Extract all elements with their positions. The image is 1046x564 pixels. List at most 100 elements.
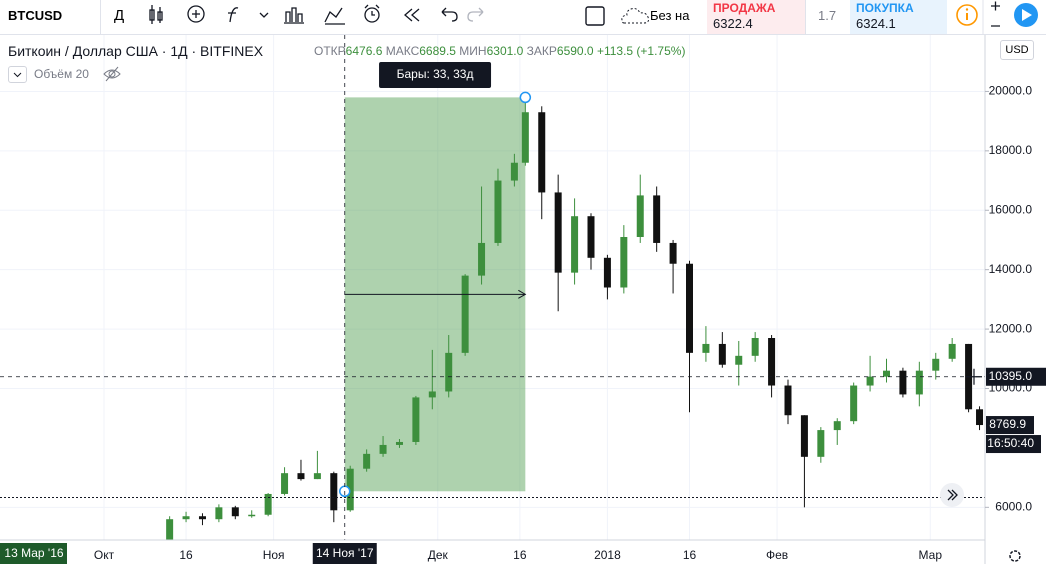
x-tick-label: Окт [94, 548, 115, 562]
templates-icon[interactable] [284, 7, 304, 24]
y-tick-label: 12000.0 [989, 321, 1033, 335]
separator [100, 0, 101, 34]
candle-body [395, 441, 403, 445]
x-tick-label: Дек [428, 548, 449, 562]
x-tick-label: Фев [766, 548, 788, 562]
hide-icon[interactable] [102, 65, 122, 83]
x-tick-label: 16 [513, 548, 527, 562]
candle-body [445, 352, 453, 392]
candle-body [932, 358, 940, 371]
candle-body [653, 195, 661, 243]
candle-body [976, 409, 984, 426]
sell-button[interactable]: ПРОДАЖА 6322.4 [707, 0, 806, 34]
y-tick-label: 20000.0 [989, 84, 1033, 98]
y-tick-label: 16000.0 [989, 202, 1033, 216]
sell-price: 6322.4 [713, 16, 753, 31]
settings-icon[interactable] [1009, 550, 1021, 562]
candle-body [603, 257, 611, 288]
scroll-right-button[interactable] [940, 483, 964, 507]
candle-body [587, 216, 595, 258]
info-icon[interactable] [956, 4, 978, 26]
y-tick-label: 18000.0 [989, 143, 1033, 157]
add-icon[interactable] [187, 5, 205, 23]
zoom-buttons[interactable] [991, 1, 1000, 27]
time-axis-bg [0, 540, 1046, 564]
last-price-bg [986, 416, 1034, 435]
candle-body [948, 343, 956, 359]
candle-body [346, 468, 354, 511]
sell-label: ПРОДАЖА [713, 1, 776, 15]
buy-price: 6324.1 [856, 16, 896, 31]
candle-body [554, 192, 562, 273]
candle-body [313, 473, 321, 480]
candle-body [620, 237, 628, 288]
candle-body [915, 370, 923, 395]
crosshair-date-bg [312, 543, 377, 564]
left-date-bg [0, 543, 67, 564]
currency-button[interactable]: USD [1000, 40, 1034, 60]
overlay: 6000.010000.012000.014000.016000.018000.… [0, 35, 1046, 564]
y-tick-label: 14000.0 [989, 262, 1033, 276]
candle-body [166, 519, 174, 540]
compare-label[interactable]: Без на [650, 8, 690, 23]
candle-body [297, 473, 305, 480]
candle-body [182, 516, 190, 520]
toolbar: BTCUSD Д Без на ПРОДАЖА 6322.4 1.7 ПОКУП… [0, 0, 1046, 35]
candle-body [702, 343, 710, 353]
checkbox[interactable] [585, 6, 605, 26]
cloud-icon[interactable] [621, 8, 649, 24]
compare-icon[interactable] [324, 7, 345, 25]
ohlc-legend: ОТКР6476.6 МАКС6689.5 МИН6301.0 ЗАКР6590… [314, 44, 685, 58]
x-tick-label: Мар [919, 548, 943, 562]
candle-body [751, 338, 759, 356]
open-label: ОТКР [314, 44, 346, 58]
candle-body [850, 385, 858, 422]
low-label: МИН [459, 44, 487, 58]
candle-body [478, 242, 486, 276]
tool-icons [149, 4, 484, 25]
candle-body [686, 263, 693, 353]
measure-handle [519, 91, 532, 104]
measure-arrowhead [518, 289, 527, 299]
candle-body [571, 216, 579, 273]
measure-label: Бары: 33, 33д [397, 67, 474, 81]
candle-body [521, 112, 529, 163]
candles-icon[interactable] [149, 5, 163, 24]
candle-body [669, 242, 677, 264]
candle-body [768, 338, 776, 386]
crosshair-cursor [966, 368, 982, 385]
collapse-button[interactable] [8, 66, 27, 83]
crosshair-date: 14 Ноя '17 [316, 546, 374, 560]
candle-body [428, 391, 436, 398]
undo-icon[interactable] [441, 7, 458, 22]
candle-body [231, 507, 239, 517]
replay-icon[interactable] [404, 8, 420, 22]
interval[interactable]: Д [114, 7, 125, 24]
indicators-icon[interactable] [228, 7, 269, 23]
candle-body [883, 370, 890, 377]
candle-body [899, 370, 907, 395]
low-value: 6301.0 [486, 44, 524, 58]
spread: 1.7 [818, 8, 837, 23]
y-tick-label: 6000.0 [995, 499, 1032, 513]
close-label: ЗАКР [526, 44, 557, 58]
candle-body [718, 343, 726, 365]
crosshair-price-bg [986, 367, 1046, 386]
price-axis-bg [985, 35, 1046, 540]
plot-area [0, 35, 985, 540]
candle-body [494, 180, 502, 243]
open-value: 6476.6 [345, 44, 383, 58]
candle-body [784, 385, 792, 416]
candle-body [636, 195, 644, 237]
candle-body [264, 493, 272, 515]
high-label: МАКС [385, 44, 420, 58]
buy-button[interactable]: ПОКУПКА 6324.1 [850, 0, 947, 34]
symbol[interactable]: BTCUSD [8, 8, 63, 23]
candle-body [198, 516, 206, 520]
compare-icons [585, 6, 649, 26]
buy-label: ПОКУПКА [856, 1, 914, 15]
redo-icon[interactable] [467, 7, 484, 22]
alert-icon[interactable] [364, 4, 380, 23]
candle-body [510, 162, 518, 181]
